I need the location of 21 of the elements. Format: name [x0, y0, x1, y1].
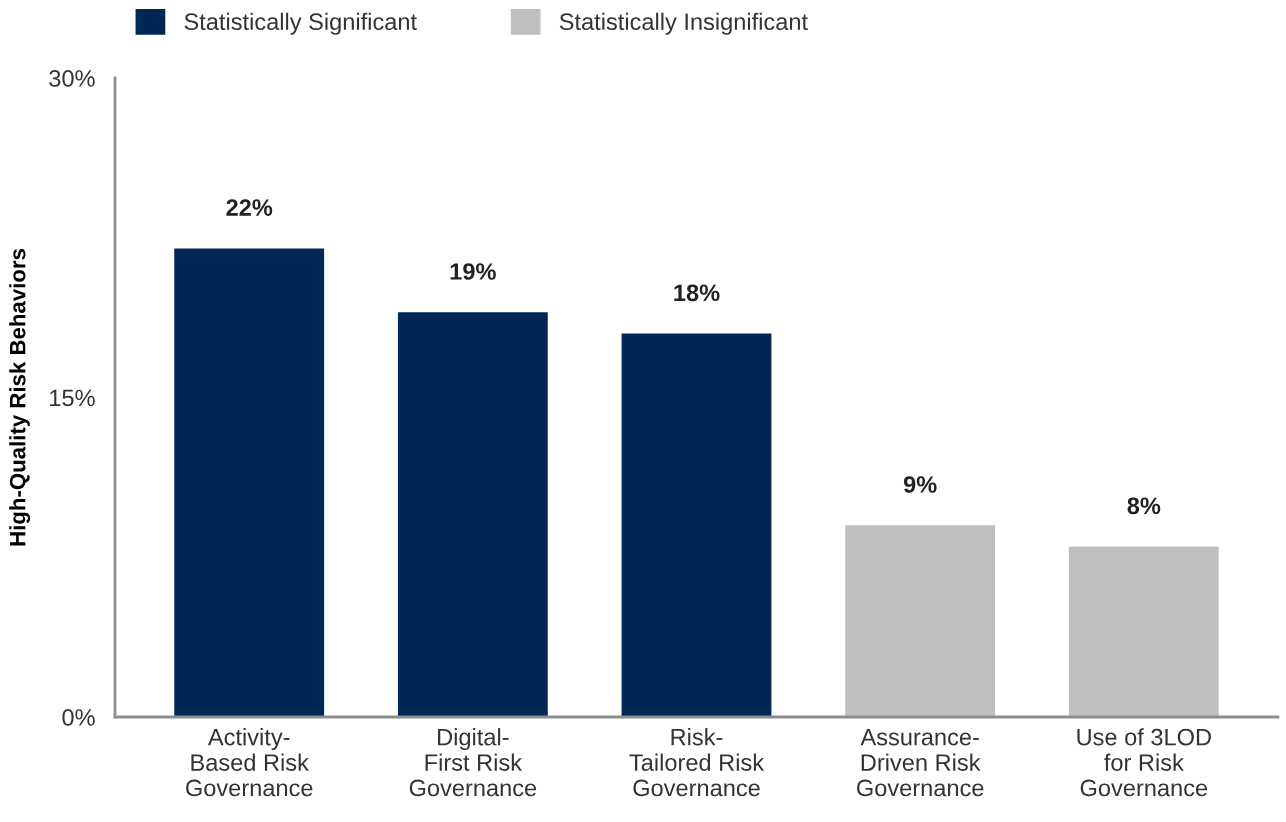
y-tick-label: 0%: [62, 709, 95, 726]
data-label: 18%: [674, 284, 720, 302]
x-tick-label: Assurance- Driven Risk Governance: [857, 728, 984, 797]
bar: [397, 312, 548, 717]
y-tick-label: 30%: [49, 70, 95, 87]
data-label: 8%: [1127, 497, 1161, 515]
legend-label: Statistically Insignificant: [559, 12, 808, 35]
bar: [845, 525, 996, 717]
x-tick-label: Risk- Tailored Risk Governance: [629, 728, 765, 797]
bar: [621, 333, 772, 717]
data-label: 22%: [226, 199, 273, 216]
x-tick-label: Activity- Based Risk Governance: [186, 728, 313, 797]
y-axis-title: High-Quality Risk Behaviors: [9, 248, 30, 546]
data-label: 9%: [903, 476, 937, 493]
x-tick-label: Use of 3LOD for Risk Governance: [1077, 728, 1211, 797]
x-tick-label: Digital- First Risk Governance: [409, 728, 537, 797]
bar: [1068, 546, 1219, 717]
legend-label: Statistically Significant: [184, 12, 417, 35]
data-label: 19%: [450, 263, 496, 280]
bar: [174, 248, 325, 717]
y-tick-label: 15%: [50, 389, 95, 407]
